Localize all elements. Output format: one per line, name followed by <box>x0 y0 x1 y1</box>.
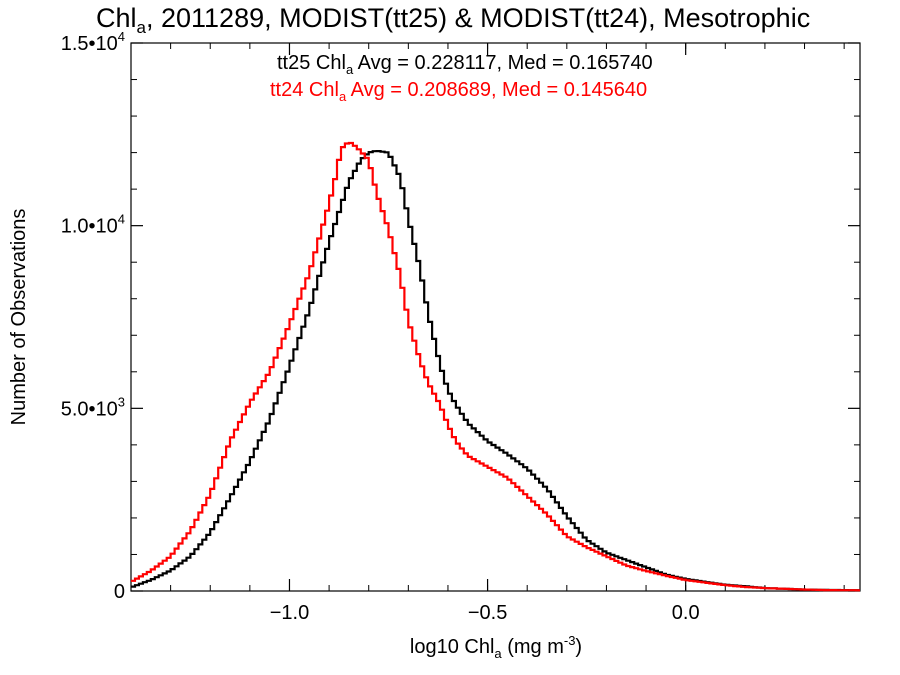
series-lines <box>131 141 860 592</box>
y-tick-label: 1.0•104 <box>61 212 125 238</box>
legend-tt25-text1: tt25 Chl <box>277 52 346 74</box>
y-tick-label-exponent: 4 <box>118 29 125 44</box>
y-tick-label: 5.0•103 <box>61 394 125 420</box>
legend-tt24-sub: a <box>339 89 347 104</box>
x-axis-label-sub: a <box>494 646 502 661</box>
series-line-tt24 <box>131 141 860 592</box>
y-tick-label: 1.5•104 <box>61 29 125 55</box>
y-tick-label: 0 <box>114 581 125 603</box>
legend-entry-tt24: tt24 Chla Avg = 0.208689, Med = 0.145640 <box>270 79 647 104</box>
y-tick-label-base: 5.0•10 <box>61 398 118 420</box>
chart-title-part1: Chl <box>96 3 137 33</box>
plot-frame <box>130 42 861 592</box>
legend-tt25-sub: a <box>346 62 354 77</box>
y-tick-label-base: 0 <box>114 581 125 603</box>
y-tick-label-base: 1.5•10 <box>61 33 118 55</box>
x-axis-ticks: −1.0 −0.5 0.0 <box>130 43 845 624</box>
y-tick-label-exponent: 4 <box>118 212 125 227</box>
x-axis-label-sup: -3 <box>564 633 576 648</box>
x-axis-label: log10 Chla (mg m-3) <box>410 633 582 661</box>
chart-title-subscript: a <box>137 18 147 37</box>
chart-title-part2: , 2011289, MODIST(tt25) & MODIST(tt24), … <box>146 3 810 33</box>
legend-entry-tt25: tt25 Chla Avg = 0.228117, Med = 0.165740 <box>277 52 653 77</box>
y-tick-label-exponent: 3 <box>118 394 125 409</box>
y-tick-label-base: 1.0•10 <box>61 216 118 238</box>
chart-title: Chla, 2011289, MODIST(tt25) & MODIST(tt2… <box>96 3 810 37</box>
x-tick-label: 0.0 <box>672 602 700 624</box>
legend-tt24-text1: tt24 Chl <box>270 79 339 101</box>
x-axis-label-part2: (mg m <box>502 636 564 658</box>
x-axis-label-part1: log10 Chl <box>410 636 495 658</box>
y-axis-label: Number of Observations <box>8 209 30 426</box>
x-tick-label: −0.5 <box>468 602 507 624</box>
x-tick-label: −1.0 <box>270 602 309 624</box>
x-axis-label-part3: ) <box>575 636 582 658</box>
series-line-tt25 <box>131 150 860 592</box>
legend-tt24-text2: Avg = 0.208689, Med = 0.145640 <box>346 79 647 101</box>
legend-tt25-text2: Avg = 0.228117, Med = 0.165740 <box>353 52 653 74</box>
